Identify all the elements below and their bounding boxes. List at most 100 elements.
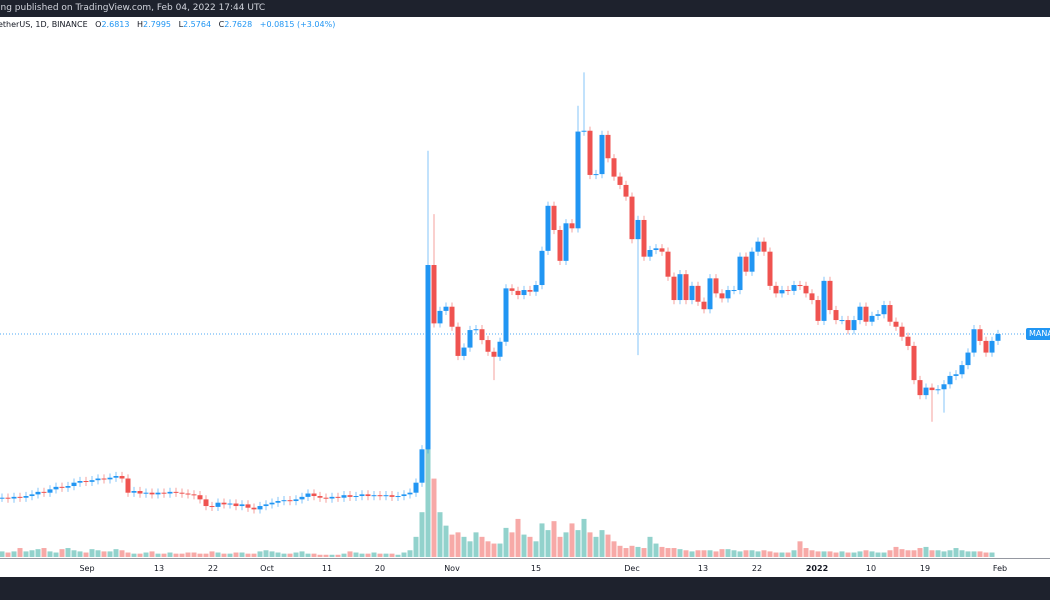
- volume-bar: [239, 552, 245, 557]
- volume-bar: [683, 550, 689, 557]
- volume-bar: [371, 552, 377, 557]
- volume-bar: [161, 553, 167, 557]
- candle-body: [773, 285, 779, 294]
- volume-bar: [527, 536, 533, 557]
- volume-bar: [485, 541, 491, 557]
- candle-body: [851, 320, 857, 331]
- volume-bar: [587, 532, 593, 557]
- candle-body: [989, 340, 995, 353]
- candle-body: [359, 494, 365, 497]
- volume-bar: [695, 550, 701, 557]
- volume-bar: [737, 551, 743, 557]
- candle-body: [443, 306, 449, 311]
- candle-body: [323, 497, 329, 499]
- candle-body: [239, 504, 245, 507]
- candle-body: [479, 329, 485, 341]
- volume-bar: [551, 521, 557, 557]
- volume-bar: [701, 550, 707, 557]
- candle-body: [215, 502, 221, 507]
- candle-body: [77, 481, 83, 483]
- candle-body: [53, 486, 59, 490]
- candle-body: [821, 280, 827, 321]
- volume-bar: [815, 551, 821, 557]
- close-label: C: [218, 20, 225, 29]
- candle-body: [917, 380, 923, 396]
- volume-bar: [953, 548, 959, 557]
- volume-bar: [755, 551, 761, 557]
- volume-bar: [41, 548, 47, 557]
- volume-bar: [305, 553, 311, 557]
- candle-body: [767, 251, 773, 286]
- candle-body: [923, 387, 929, 396]
- volume-bar: [23, 551, 29, 557]
- volume-bar: [869, 551, 875, 557]
- volume-bar: [887, 550, 893, 557]
- volume-bar: [71, 550, 77, 557]
- candle-body: [275, 501, 281, 503]
- volume-bar: [365, 553, 371, 557]
- volume-bar: [845, 552, 851, 557]
- candle-body: [737, 256, 743, 291]
- candle-body: [47, 489, 53, 493]
- volume-bar: [431, 478, 437, 557]
- x-tick: Oct: [260, 564, 274, 573]
- volume-bar: [971, 551, 977, 557]
- volume-bar: [863, 550, 869, 557]
- volume-bar: [641, 548, 647, 557]
- volume-bar: [839, 551, 845, 557]
- candle-body: [995, 334, 1001, 341]
- volume-bar: [791, 550, 797, 557]
- volume-bar: [785, 552, 791, 557]
- candle-body: [113, 476, 119, 478]
- volume-bar: [647, 536, 653, 557]
- volume-bar: [359, 553, 365, 557]
- volume-bar: [155, 553, 161, 557]
- candle-body: [89, 480, 95, 482]
- candle-body: [143, 492, 149, 494]
- volume-bar: [323, 554, 329, 557]
- volume-bar: [833, 552, 839, 557]
- candle-body: [419, 449, 425, 483]
- volume-bar: [197, 553, 203, 557]
- candle-body: [287, 500, 293, 502]
- volume-bar: [509, 532, 515, 557]
- candle-body: [887, 305, 893, 322]
- candle-body: [227, 503, 233, 505]
- candle-body: [833, 310, 839, 321]
- volume-bar: [473, 532, 479, 557]
- volume-bar: [491, 543, 497, 557]
- time-axis[interactable]: Sep 13 22 Oct 11 20 Nov 15 Dec 13 22 202…: [0, 558, 1050, 579]
- volume-bar: [581, 518, 587, 557]
- volume-bar: [0, 551, 5, 557]
- candle-body: [629, 196, 635, 240]
- volume-bar: [179, 553, 185, 557]
- candlestick-chart[interactable]: [0, 17, 1050, 558]
- candle-body: [131, 491, 137, 493]
- volume-bar: [563, 532, 569, 557]
- volume-bar: [107, 551, 113, 557]
- x-tick: Nov: [444, 564, 460, 573]
- candle-body: [983, 340, 989, 353]
- volume-bar: [425, 445, 431, 557]
- volume-bar: [11, 551, 17, 557]
- candle-body: [659, 248, 665, 252]
- candle-body: [209, 506, 215, 508]
- candle-body: [197, 495, 203, 500]
- candle-body: [179, 492, 185, 494]
- candle-body: [839, 320, 845, 322]
- volume-bar: [617, 545, 623, 557]
- volume-bar: [803, 548, 809, 557]
- volume-bar: [35, 549, 41, 557]
- published-text: ing published on TradingView.com, Feb 04…: [0, 3, 266, 13]
- volume-bar: [893, 546, 899, 557]
- candle-body: [617, 176, 623, 185]
- candle-body: [971, 329, 977, 353]
- volume-bar: [167, 552, 173, 557]
- volume-bar: [233, 552, 239, 557]
- candle-body: [377, 495, 383, 497]
- volume-bar: [557, 536, 563, 557]
- volume-bar: [209, 551, 215, 557]
- x-tick: 22: [207, 564, 219, 573]
- volume-bar: [497, 543, 503, 557]
- volume-bar: [947, 550, 953, 557]
